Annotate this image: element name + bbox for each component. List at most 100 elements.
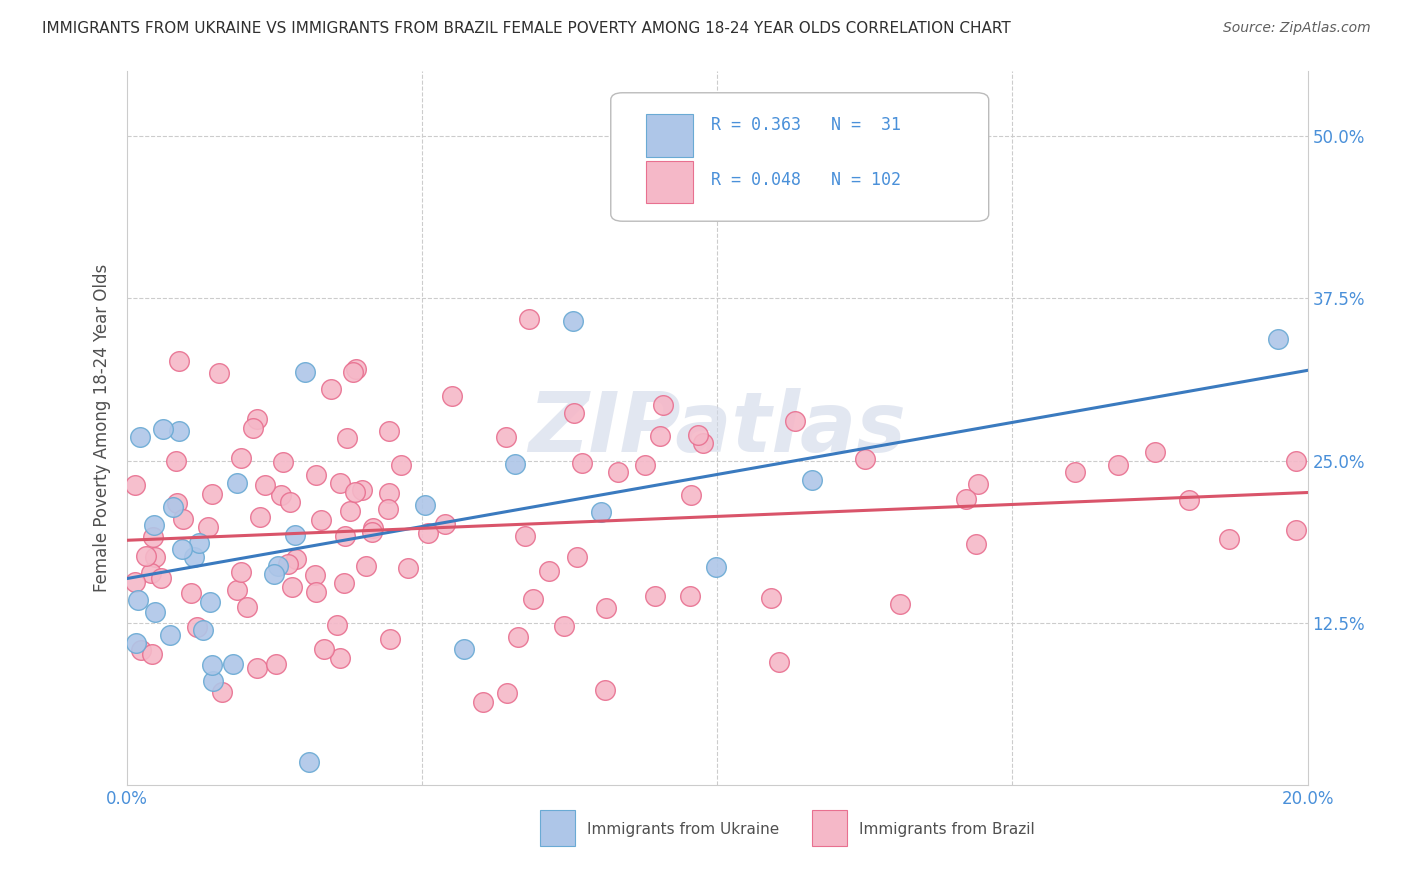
Point <box>553 619 575 633</box>
Y-axis label: Female Poverty Among 18-24 Year Olds: Female Poverty Among 18-24 Year Olds <box>93 264 111 592</box>
Point <box>565 549 588 564</box>
Point <box>143 605 166 619</box>
Point <box>761 591 783 605</box>
Point <box>326 617 349 632</box>
Point <box>167 354 190 368</box>
Point <box>225 475 247 490</box>
Point <box>143 550 166 565</box>
Point <box>537 564 560 578</box>
Point <box>967 476 990 491</box>
Point <box>1178 493 1201 508</box>
Point <box>226 582 249 597</box>
Point <box>333 576 356 591</box>
Point <box>562 406 585 420</box>
Point <box>197 520 219 534</box>
Point <box>889 597 911 611</box>
Point <box>127 593 149 607</box>
Point <box>128 429 150 443</box>
Point <box>965 537 987 551</box>
Point <box>309 513 332 527</box>
Point <box>692 436 714 450</box>
Point <box>522 592 544 607</box>
Point <box>162 500 184 514</box>
Point <box>681 488 703 502</box>
Point <box>1218 532 1240 546</box>
FancyBboxPatch shape <box>610 93 988 221</box>
Point <box>329 475 352 490</box>
Point <box>280 580 302 594</box>
Point <box>704 560 727 574</box>
Text: IMMIGRANTS FROM UKRAINE VS IMMIGRANTS FROM BRAZIL FEMALE POVERTY AMONG 18-24 YEA: IMMIGRANTS FROM UKRAINE VS IMMIGRANTS FR… <box>42 21 1011 36</box>
Point <box>377 502 399 516</box>
Point <box>141 648 163 662</box>
Point <box>280 495 302 509</box>
Point <box>285 552 308 566</box>
Point <box>800 473 823 487</box>
Point <box>149 571 172 585</box>
Point <box>361 524 384 539</box>
Point <box>1285 453 1308 467</box>
Point <box>142 518 165 533</box>
Point <box>496 686 519 700</box>
Point <box>354 558 377 573</box>
Text: Source: ZipAtlas.com: Source: ZipAtlas.com <box>1223 21 1371 35</box>
Point <box>1285 524 1308 538</box>
Point <box>312 641 335 656</box>
Point <box>172 541 194 556</box>
Point <box>595 682 617 697</box>
Point <box>294 365 316 379</box>
Point <box>472 695 495 709</box>
Point <box>361 521 384 535</box>
Point <box>377 485 399 500</box>
Point <box>172 512 194 526</box>
Point <box>263 566 285 581</box>
Text: R = 0.363   N =  31: R = 0.363 N = 31 <box>711 116 901 134</box>
Point <box>495 430 517 444</box>
Point <box>183 550 205 565</box>
Point <box>1267 332 1289 346</box>
Point <box>254 478 277 492</box>
Point <box>783 414 806 428</box>
Point <box>329 651 352 665</box>
Point <box>231 565 253 579</box>
Point <box>561 314 583 328</box>
Point <box>644 589 666 603</box>
Point <box>221 657 243 671</box>
Point <box>651 398 673 412</box>
Point <box>319 382 342 396</box>
Bar <box>811 810 846 846</box>
Point <box>169 425 191 439</box>
Point <box>284 528 307 542</box>
Point <box>165 454 187 468</box>
Point <box>201 658 224 673</box>
Point <box>955 491 977 506</box>
Point <box>339 503 361 517</box>
Point <box>768 655 790 669</box>
Point <box>513 529 536 543</box>
Point <box>135 549 157 563</box>
Point <box>129 643 152 657</box>
Point <box>142 530 165 544</box>
Point <box>346 361 368 376</box>
Point <box>304 568 326 582</box>
Point <box>200 595 222 609</box>
Point <box>270 488 292 502</box>
Point <box>211 685 233 699</box>
Point <box>686 427 709 442</box>
Point <box>277 557 299 571</box>
Point <box>125 636 148 650</box>
Bar <box>540 810 575 846</box>
Point <box>186 620 208 634</box>
Point <box>1143 445 1166 459</box>
Point <box>124 575 146 590</box>
Text: ZIPatlas: ZIPatlas <box>529 388 905 468</box>
Point <box>166 495 188 509</box>
Point <box>242 421 264 435</box>
Point <box>508 630 530 644</box>
Point <box>1064 465 1087 479</box>
Point <box>853 452 876 467</box>
Point <box>571 456 593 470</box>
Point <box>440 389 463 403</box>
Point <box>650 429 672 443</box>
Point <box>305 467 328 482</box>
